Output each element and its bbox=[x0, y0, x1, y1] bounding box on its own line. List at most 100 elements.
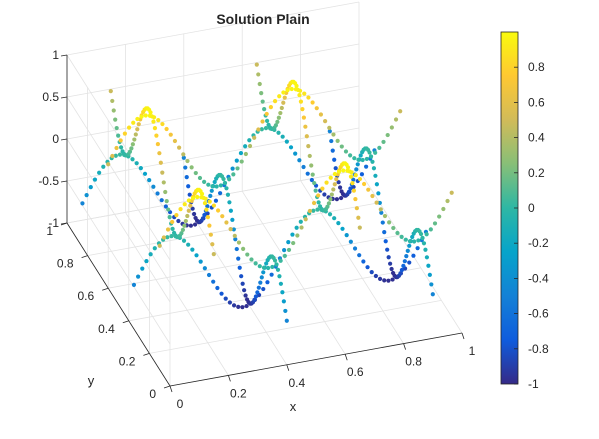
data-point bbox=[334, 197, 340, 202]
data-point bbox=[389, 266, 394, 272]
side-wall-grid-line bbox=[66, 180, 171, 345]
data-point bbox=[340, 226, 345, 231]
data-point bbox=[316, 200, 321, 205]
data-point bbox=[236, 240, 242, 245]
data-point bbox=[338, 185, 343, 190]
data-point bbox=[373, 150, 378, 155]
data-point bbox=[278, 258, 283, 263]
data-point bbox=[181, 155, 186, 160]
data-point bbox=[426, 263, 431, 268]
data-point bbox=[218, 191, 223, 196]
data-point bbox=[421, 241, 427, 246]
data-point bbox=[407, 260, 412, 265]
data-point bbox=[185, 158, 190, 164]
data-point bbox=[244, 303, 249, 309]
data-point bbox=[415, 246, 420, 251]
data-point bbox=[350, 181, 355, 186]
data-point bbox=[188, 223, 194, 228]
data-point bbox=[202, 212, 207, 218]
data-point bbox=[155, 191, 160, 196]
data-point bbox=[377, 276, 383, 281]
data-point bbox=[399, 267, 404, 273]
data-point bbox=[198, 259, 203, 264]
data-point bbox=[166, 207, 171, 212]
data-point bbox=[336, 221, 341, 226]
data-point bbox=[373, 273, 378, 279]
data-point bbox=[143, 113, 148, 118]
data-point bbox=[192, 222, 198, 227]
data-point bbox=[357, 225, 362, 230]
data-point bbox=[199, 191, 205, 196]
data-point bbox=[179, 231, 184, 236]
data-point bbox=[134, 161, 139, 166]
data-point bbox=[117, 152, 123, 157]
data-point bbox=[118, 138, 123, 143]
data-point bbox=[194, 253, 199, 258]
data-point bbox=[253, 261, 258, 266]
data-point bbox=[130, 142, 135, 147]
data-point bbox=[352, 246, 358, 251]
data-point bbox=[331, 187, 336, 192]
data-point bbox=[356, 215, 361, 220]
data-point bbox=[310, 172, 315, 177]
data-point bbox=[231, 172, 236, 177]
data-point bbox=[370, 193, 375, 199]
floor-grid-line bbox=[300, 180, 404, 344]
data-point bbox=[114, 145, 119, 151]
data-point bbox=[200, 216, 206, 221]
data-point bbox=[245, 252, 250, 257]
colorbar-tick-label: -1 bbox=[528, 377, 539, 391]
data-point bbox=[188, 203, 193, 208]
data-point bbox=[449, 190, 454, 195]
data-point bbox=[324, 180, 329, 185]
data-point bbox=[84, 193, 89, 198]
data-point bbox=[303, 217, 308, 222]
data-point bbox=[234, 158, 239, 163]
data-point bbox=[157, 151, 162, 156]
data-point bbox=[395, 230, 400, 236]
data-point bbox=[176, 218, 181, 224]
data-point bbox=[147, 178, 152, 183]
colorbar-tick-label: -0.2 bbox=[528, 236, 549, 250]
data-point bbox=[320, 186, 325, 191]
data-point bbox=[208, 232, 213, 237]
data-point bbox=[359, 172, 365, 177]
data-point bbox=[398, 271, 403, 276]
data-point bbox=[310, 100, 315, 105]
data-point bbox=[212, 179, 217, 185]
data-point bbox=[202, 266, 207, 271]
data-point bbox=[154, 133, 159, 138]
data-point bbox=[252, 297, 257, 302]
data-point bbox=[186, 208, 191, 213]
z-tick-label: -1 bbox=[48, 216, 59, 230]
data-point bbox=[315, 207, 320, 212]
data-point bbox=[101, 164, 106, 169]
data-point bbox=[278, 110, 283, 116]
data-point bbox=[407, 243, 412, 248]
data-point bbox=[427, 272, 432, 277]
data-point bbox=[418, 231, 424, 237]
data-point bbox=[114, 125, 119, 131]
data-point bbox=[378, 207, 383, 212]
data-point bbox=[336, 169, 342, 174]
data-point bbox=[210, 184, 215, 189]
data-point bbox=[186, 184, 191, 189]
data-point bbox=[152, 126, 158, 131]
data-point bbox=[364, 164, 369, 169]
data-point bbox=[204, 207, 209, 212]
data-point bbox=[403, 237, 408, 242]
data-point bbox=[280, 134, 285, 139]
data-point bbox=[424, 255, 430, 260]
data-point bbox=[215, 285, 220, 291]
data-point bbox=[327, 212, 333, 217]
data-point bbox=[263, 126, 269, 131]
data-point bbox=[186, 198, 191, 203]
data-point bbox=[348, 153, 353, 158]
data-point bbox=[130, 157, 135, 162]
data-point bbox=[282, 95, 287, 100]
x-tick-label: 0.2 bbox=[230, 386, 247, 400]
data-point bbox=[354, 167, 359, 172]
data-point bbox=[182, 202, 187, 207]
data-point bbox=[178, 207, 183, 212]
